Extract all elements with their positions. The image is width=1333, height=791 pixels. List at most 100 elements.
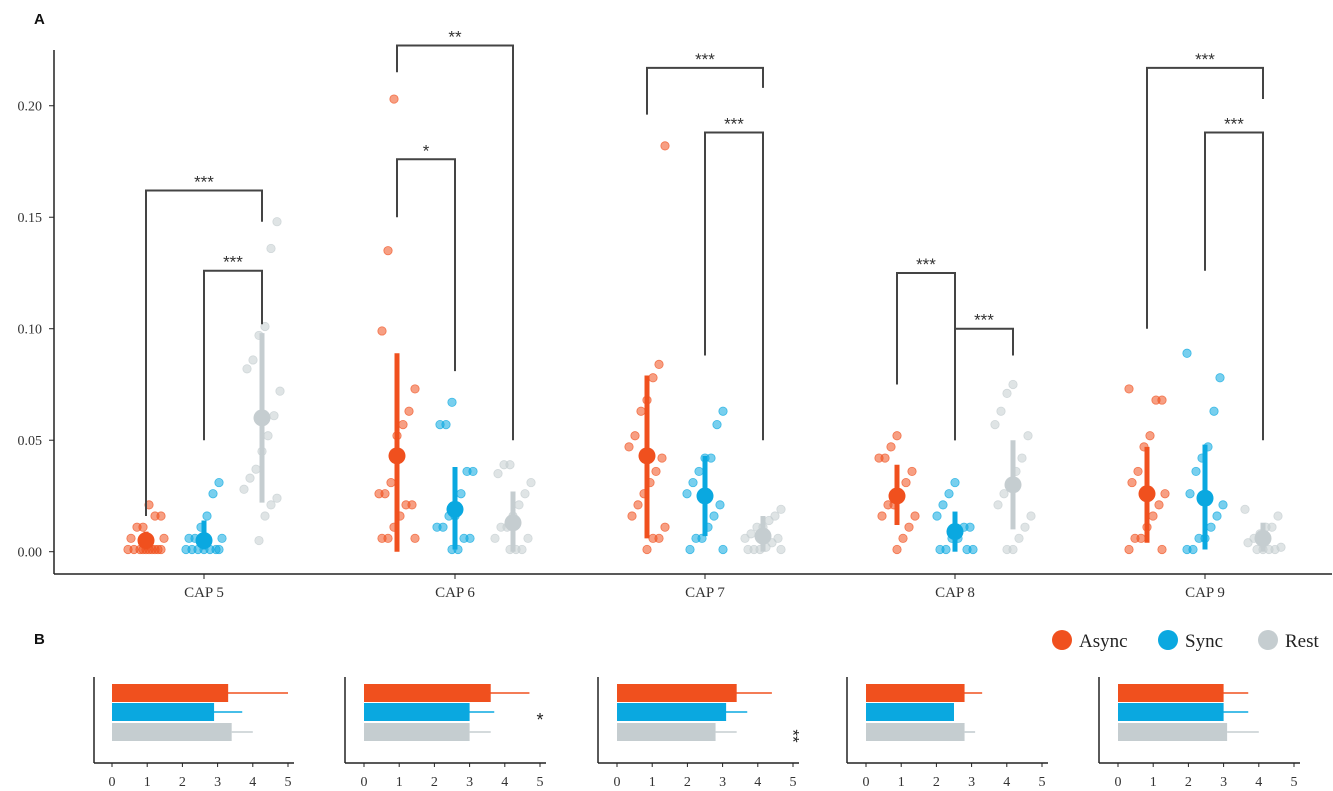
significance-label: *** xyxy=(974,311,994,330)
mean-point-async xyxy=(638,447,656,465)
x-tick-label: CAP 7 xyxy=(685,585,725,601)
b-x-tick-label: 0 xyxy=(109,775,116,790)
data-point-rest xyxy=(1240,504,1250,514)
data-point-rest xyxy=(1023,431,1033,441)
data-point-sync xyxy=(214,544,224,555)
b-x-tick-label: 1 xyxy=(144,775,151,790)
data-point-sync xyxy=(1218,500,1228,510)
mean-point-async xyxy=(1138,485,1156,503)
b-x-tick-label: 5 xyxy=(1291,775,1298,790)
data-point-async xyxy=(630,431,640,441)
significance-bracket xyxy=(1146,66,1264,329)
mean-point-sync xyxy=(946,523,964,541)
data-point-async xyxy=(383,246,393,256)
b-x-tick-label: 0 xyxy=(1115,775,1122,790)
b-x-tick-label: 2 xyxy=(179,775,186,790)
data-point-async xyxy=(150,511,160,521)
data-point-sync xyxy=(688,477,698,488)
data-point-sync xyxy=(691,533,701,543)
data-point-async xyxy=(1124,384,1134,394)
y-tick-label: 0.10 xyxy=(18,323,43,338)
mean-point-async xyxy=(388,447,406,465)
bar-rest xyxy=(866,723,965,741)
data-point-rest xyxy=(526,477,536,488)
x-tick-label: CAP 9 xyxy=(1185,585,1225,601)
data-point-sync xyxy=(718,544,728,555)
mean-point-rest xyxy=(754,527,772,545)
legend: Async Sync Rest xyxy=(1052,630,1320,652)
bar-sync xyxy=(866,703,954,721)
b-x-tick-label: 2 xyxy=(684,775,691,790)
b-x-tick-label: 4 xyxy=(501,775,508,790)
data-point-async xyxy=(904,522,914,532)
panel-label-a: A xyxy=(34,11,45,28)
panel-label-b: B xyxy=(34,631,45,648)
b-x-tick-label: 1 xyxy=(1150,775,1157,790)
significance-bracket xyxy=(1204,131,1264,441)
significance-bracket xyxy=(145,189,263,517)
significance-bracket xyxy=(704,131,764,441)
significance-label: *** xyxy=(695,50,715,69)
mean-point-rest xyxy=(1254,529,1272,547)
mean-point-rest xyxy=(1004,476,1022,494)
data-point-sync xyxy=(932,511,942,521)
data-point-sync xyxy=(962,544,972,555)
data-point-sync xyxy=(718,406,728,416)
subplot-b-5: 0 1 2 3 4 5 xyxy=(1098,677,1300,790)
mean-point-rest xyxy=(253,409,271,427)
significance-bracket xyxy=(896,271,956,441)
b-x-tick-label: 1 xyxy=(396,775,403,790)
b-x-tick-label: 2 xyxy=(933,775,940,790)
data-point-async xyxy=(389,94,399,104)
significance-bracket xyxy=(396,44,514,441)
data-point-async xyxy=(1160,489,1170,499)
x-tick-label: CAP 6 xyxy=(435,585,475,601)
bar-sync xyxy=(1118,703,1224,721)
b-x-tick-label: 3 xyxy=(466,775,473,790)
data-point-async xyxy=(1148,511,1158,521)
data-point-sync xyxy=(184,533,194,543)
data-point-sync xyxy=(432,522,442,532)
b-x-tick-label: 4 xyxy=(249,775,256,790)
data-point-async xyxy=(660,522,670,532)
data-point-async xyxy=(892,544,902,555)
significance-bracket xyxy=(646,66,764,115)
significance-label: *** xyxy=(223,253,243,272)
y-tick-label: 0.00 xyxy=(18,546,43,561)
significance-label: *** xyxy=(916,255,936,274)
data-point-rest xyxy=(242,364,252,374)
data-point-sync xyxy=(694,466,704,477)
data-point-rest xyxy=(743,544,753,555)
data-point-sync xyxy=(712,420,722,430)
data-point-rest xyxy=(996,406,1006,416)
data-point-async xyxy=(627,511,637,521)
data-point-rest xyxy=(1002,544,1012,555)
data-point-rest xyxy=(260,321,270,332)
data-point-sync xyxy=(935,544,945,555)
significance-label: ** xyxy=(448,28,462,47)
mean-point-sync xyxy=(446,500,464,518)
data-point-rest xyxy=(493,469,503,479)
bar-rest xyxy=(364,723,470,741)
data-point-rest xyxy=(776,544,786,555)
b-x-tick-label: 0 xyxy=(614,775,621,790)
data-point-rest xyxy=(239,484,249,494)
b-x-tick-label: 0 xyxy=(361,775,368,790)
data-point-async xyxy=(410,384,420,394)
data-point-async xyxy=(636,406,646,416)
significance-label: *** xyxy=(1224,115,1244,134)
data-point-sync xyxy=(435,420,445,430)
data-point-async xyxy=(1127,477,1137,488)
data-point-rest xyxy=(1017,453,1027,463)
legend-marker-async xyxy=(1052,630,1072,650)
data-point-async xyxy=(126,533,136,543)
data-point-async xyxy=(1133,466,1143,477)
mean-point-rest xyxy=(504,514,522,532)
data-point-async xyxy=(898,533,908,543)
b-x-tick-label: 2 xyxy=(1185,775,1192,790)
data-point-async xyxy=(886,442,896,452)
data-point-sync xyxy=(1185,489,1195,499)
data-point-async xyxy=(877,511,887,521)
data-point-async xyxy=(1157,544,1167,555)
subplot-b-4: 0 1 2 3 4 5 xyxy=(846,677,1048,790)
